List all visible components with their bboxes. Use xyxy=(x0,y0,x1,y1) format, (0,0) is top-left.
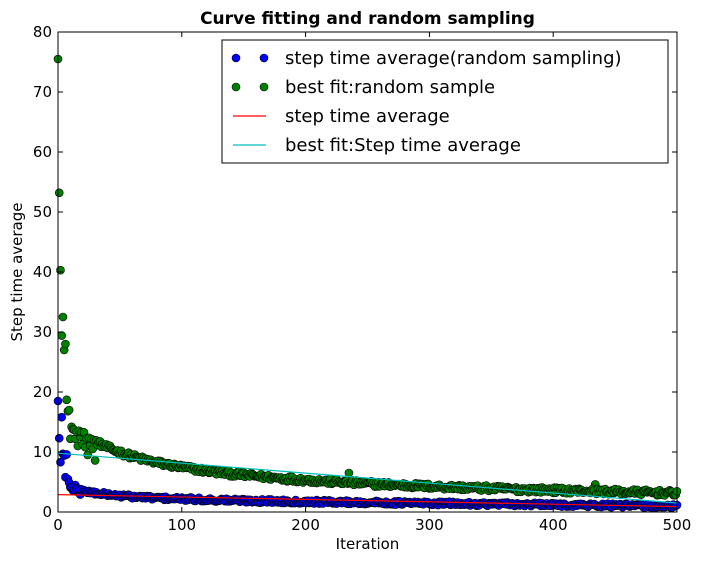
legend-label: step time average xyxy=(285,106,450,127)
data-point xyxy=(57,412,67,422)
y-tick-label: 60 xyxy=(33,143,52,161)
legend-entry: step time average(random sampling) xyxy=(231,48,622,69)
data-point xyxy=(54,433,64,443)
y-tick-label: 80 xyxy=(33,23,52,41)
legend-marker xyxy=(231,53,241,63)
fit-line xyxy=(57,494,678,508)
y-tick-label: 70 xyxy=(33,83,52,101)
legend-marker xyxy=(259,82,269,92)
x-tick-label: 300 xyxy=(415,516,444,534)
legend-entry: step time average xyxy=(233,106,450,127)
data-point xyxy=(58,312,68,322)
y-tick-label: 20 xyxy=(33,383,52,401)
legend-entries: step time average(random sampling) best f… xyxy=(231,48,622,156)
x-tick-label: 200 xyxy=(291,516,320,534)
legend-entry: best fit:Step time average xyxy=(233,135,521,156)
y-tick-label: 10 xyxy=(33,443,52,461)
x-axis-label: Iteration xyxy=(336,535,400,553)
data-point xyxy=(62,395,71,405)
y-tick-label: 0 xyxy=(42,503,52,521)
legend-label: step time average(random sampling) xyxy=(285,48,622,69)
fit-line xyxy=(57,452,678,504)
data-point xyxy=(90,456,100,465)
x-tick-label: 400 xyxy=(539,516,568,534)
chart-title: Curve fitting and random sampling xyxy=(200,9,535,29)
data-point xyxy=(57,331,67,340)
y-axis-label: Step time average xyxy=(8,203,26,342)
legend-entry: best fit:random sample xyxy=(231,77,495,98)
axis-ticks: 0 100 200 300 400 500 0 10 20 30 40 50 60 70 80 xyxy=(33,23,691,534)
legend-marker xyxy=(231,82,241,92)
y-tick-label: 50 xyxy=(33,203,52,221)
y-tick-label: 30 xyxy=(33,323,52,341)
series-green-points xyxy=(53,54,682,500)
legend-marker xyxy=(259,53,269,63)
legend-label: best fit:random sample xyxy=(285,77,495,98)
y-tick-label: 40 xyxy=(33,263,52,281)
x-tick-label: 100 xyxy=(167,516,196,534)
legend-label: best fit:Step time average xyxy=(285,135,521,156)
legend-box xyxy=(221,39,669,164)
data-point xyxy=(54,188,64,198)
x-tick-label: 500 xyxy=(663,516,692,534)
data-point xyxy=(64,405,74,415)
plot-marks xyxy=(53,54,682,512)
legend: step time average(random sampling) best f… xyxy=(221,39,669,164)
x-tick-label: 0 xyxy=(53,516,63,534)
data-point xyxy=(61,339,70,349)
